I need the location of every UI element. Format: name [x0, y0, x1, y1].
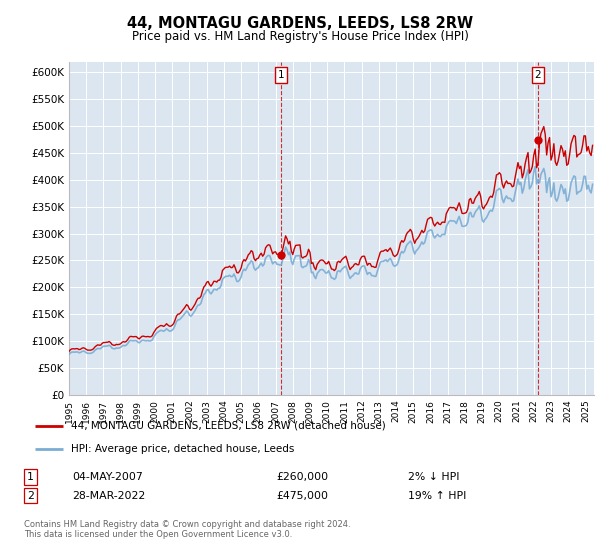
- Text: 1: 1: [27, 472, 34, 482]
- Text: 44, MONTAGU GARDENS, LEEDS, LS8 2RW (detached house): 44, MONTAGU GARDENS, LEEDS, LS8 2RW (det…: [71, 421, 386, 431]
- Text: 1: 1: [278, 70, 284, 80]
- Text: Contains HM Land Registry data © Crown copyright and database right 2024.
This d: Contains HM Land Registry data © Crown c…: [24, 520, 350, 539]
- Text: 28-MAR-2022: 28-MAR-2022: [72, 491, 145, 501]
- Text: 2: 2: [535, 70, 541, 80]
- Text: 19% ↑ HPI: 19% ↑ HPI: [408, 491, 466, 501]
- Text: 2% ↓ HPI: 2% ↓ HPI: [408, 472, 460, 482]
- Text: £475,000: £475,000: [276, 491, 328, 501]
- Text: £260,000: £260,000: [276, 472, 328, 482]
- Text: Price paid vs. HM Land Registry's House Price Index (HPI): Price paid vs. HM Land Registry's House …: [131, 30, 469, 43]
- Text: 04-MAY-2007: 04-MAY-2007: [72, 472, 143, 482]
- Text: 2: 2: [27, 491, 34, 501]
- Text: HPI: Average price, detached house, Leeds: HPI: Average price, detached house, Leed…: [71, 445, 294, 454]
- Text: 44, MONTAGU GARDENS, LEEDS, LS8 2RW: 44, MONTAGU GARDENS, LEEDS, LS8 2RW: [127, 16, 473, 31]
